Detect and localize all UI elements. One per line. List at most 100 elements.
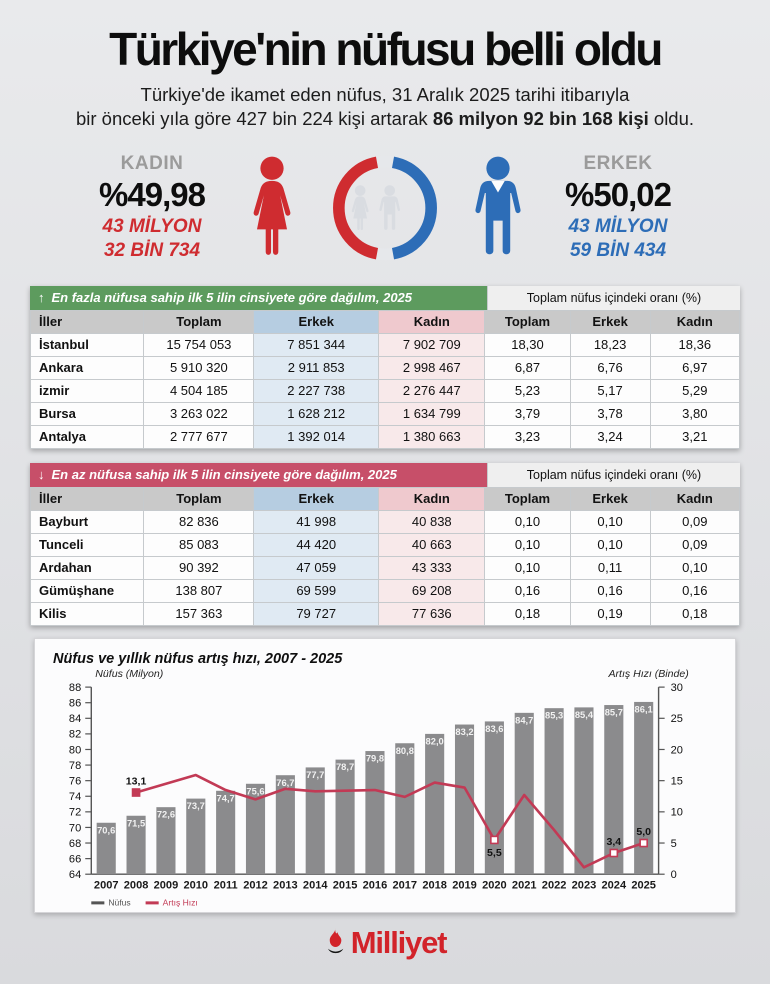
table-cell: 3,24	[569, 424, 651, 449]
table-cell: 138 807	[143, 578, 255, 603]
column-header: Erkek	[253, 486, 380, 511]
column-header: Kadın	[378, 309, 486, 334]
table-banner: ↑ En fazla nüfusa sahip ilk 5 ilin cinsi…	[30, 285, 740, 310]
top-provinces-table-panel: ↑ En fazla nüfusa sahip ilk 5 ilin cinsi…	[29, 285, 741, 449]
brand-name: Milliyet	[350, 925, 448, 961]
column-header: Kadın	[649, 486, 741, 511]
table-cell: 3,78	[569, 401, 651, 426]
bottom-provinces-table: İller Toplam Erkek Kadın Toplam Erkek Kadın Bay…	[29, 486, 741, 626]
table-banner-title: ↑ En fazla nüfusa sahip ilk 5 ilin cinsi…	[30, 285, 487, 310]
table-row: Antalya 2 777 677 1 392 014 1 380 663 3,23 3,…	[29, 424, 741, 449]
table-cell: 44 420	[253, 532, 380, 557]
svg-text:66: 66	[69, 853, 81, 865]
table-cell: 3,80	[649, 401, 741, 426]
population-bar	[216, 790, 236, 875]
table-cell: 2 276 447	[378, 378, 486, 403]
province-name: İstanbul	[29, 332, 145, 357]
column-header: Toplam	[484, 486, 571, 511]
table-cell: 0,09	[649, 509, 741, 534]
table-row: Gümüşhane 138 807 69 599 69 208 0,16 0,16 0,16	[29, 578, 741, 603]
table-cell: 3,23	[484, 424, 571, 449]
line-marker	[609, 848, 619, 858]
year-tick-label: 2011	[214, 879, 238, 891]
table-cell: 2 998 467	[378, 355, 486, 380]
svg-text:84: 84	[69, 713, 81, 725]
column-header: Toplam	[143, 486, 255, 511]
table-cell: 6,76	[569, 355, 651, 380]
table-cell: 6,97	[649, 355, 741, 380]
table-cell: 3 263 022	[143, 401, 255, 426]
column-header: Kadın	[378, 486, 486, 511]
table-banner-ratio-label: Toplam nüfus içindeki oranı (%)	[487, 285, 740, 310]
svg-text:70: 70	[69, 822, 81, 834]
chart-svg: Nüfus (Milyon) Artış Hızı (Binde) 64 66 68 70…	[69, 668, 689, 907]
year-tick-label: 2020	[482, 879, 507, 891]
table-cell: 90 392	[143, 555, 255, 580]
page-subtitle: Türkiye'de ikamet eden nüfus, 31 Aralık …	[0, 83, 770, 132]
bar-value-label: 79,8	[366, 753, 384, 763]
svg-text:64: 64	[69, 869, 81, 881]
svg-text:5: 5	[671, 838, 677, 850]
gender-donut-chart	[332, 155, 438, 261]
svg-text:86: 86	[69, 697, 81, 709]
population-growth-chart-panel: Nüfus ve yıllık nüfus artış hızı, 2007 -…	[34, 637, 736, 914]
subtitle-line2-prefix: bir önceki yıla göre 427 bin 224 kişi ar…	[75, 108, 433, 130]
population-bar	[604, 704, 624, 875]
population-bar	[544, 707, 564, 875]
female-stats-block: KADIN %49,98 43 MİLYON 32 BİN 734	[87, 153, 217, 263]
population-bar	[574, 707, 594, 875]
table-row: Bursa 3 263 022 1 628 212 1 634 799 3,79 3,78…	[29, 401, 741, 426]
table-cell: 157 363	[143, 601, 255, 626]
table-cell: 69 599	[253, 578, 380, 603]
population-bar	[514, 712, 534, 875]
line-marker	[490, 835, 499, 845]
milliyet-flame-icon	[327, 928, 344, 954]
year-tick-label: 2016	[363, 879, 388, 891]
subtitle-line2-suffix: oldu.	[648, 108, 695, 130]
female-icon	[253, 156, 291, 255]
population-bar	[96, 822, 116, 875]
table-cell: 7 851 344	[253, 332, 380, 357]
year-tick-label: 2024	[602, 879, 627, 891]
svg-text:15: 15	[671, 775, 683, 787]
table-cell: 0,19	[569, 601, 651, 626]
table-cell: 2 777 677	[143, 424, 255, 449]
population-bar	[634, 701, 654, 875]
legend-label: Artış Hızı	[163, 897, 198, 907]
legend-swatch	[145, 901, 159, 905]
bottom-provinces-table-panel: ↓ En az nüfusa sahip ilk 5 ilin cinsiyet…	[29, 462, 741, 626]
bar-value-label: 75,6	[246, 786, 264, 796]
table-cell: 0,16	[484, 578, 571, 603]
year-tick-label: 2013	[273, 879, 298, 891]
table-cell: 0,09	[649, 532, 741, 557]
table-cell: 1 628 212	[253, 401, 380, 426]
gender-split-section: KADIN %49,98 43 MİLYON 32 BİN 734 ERKEK …	[0, 144, 770, 272]
population-bar	[425, 733, 445, 875]
year-tick-label: 2012	[243, 879, 268, 891]
bar-value-label: 73,7	[187, 801, 205, 811]
bar-value-label: 85,7	[605, 707, 623, 717]
right-axis-label: Artış Hızı (Binde)	[607, 668, 688, 680]
female-label: KADIN	[120, 153, 184, 175]
svg-text:25: 25	[671, 713, 683, 725]
population-bar	[126, 815, 146, 875]
svg-text:68: 68	[69, 838, 81, 850]
table-cell: 0,18	[484, 601, 571, 626]
line-value-label: 5,5	[487, 847, 502, 859]
bar-value-label: 85,4	[575, 710, 594, 720]
top-provinces-table: İller Toplam Erkek Kadın Toplam Erkek Kadın İst…	[29, 309, 741, 449]
table-cell: 2 227 738	[253, 378, 380, 403]
male-icon	[475, 156, 521, 255]
table-cell: 82 836	[143, 509, 255, 534]
bar-value-label: 76,7	[276, 778, 294, 788]
column-header: İller	[29, 486, 145, 511]
table-cell: 40 838	[378, 509, 486, 534]
table-cell: 79 727	[253, 601, 380, 626]
column-header: Kadın	[649, 309, 741, 334]
province-name: Ardahan	[29, 555, 145, 580]
table-cell: 77 636	[378, 601, 486, 626]
province-name: Antalya	[29, 424, 145, 449]
table-banner: ↓ En az nüfusa sahip ilk 5 ilin cinsiyet…	[30, 462, 740, 487]
table-cell: 41 998	[253, 509, 380, 534]
province-name: Bayburt	[29, 509, 145, 534]
